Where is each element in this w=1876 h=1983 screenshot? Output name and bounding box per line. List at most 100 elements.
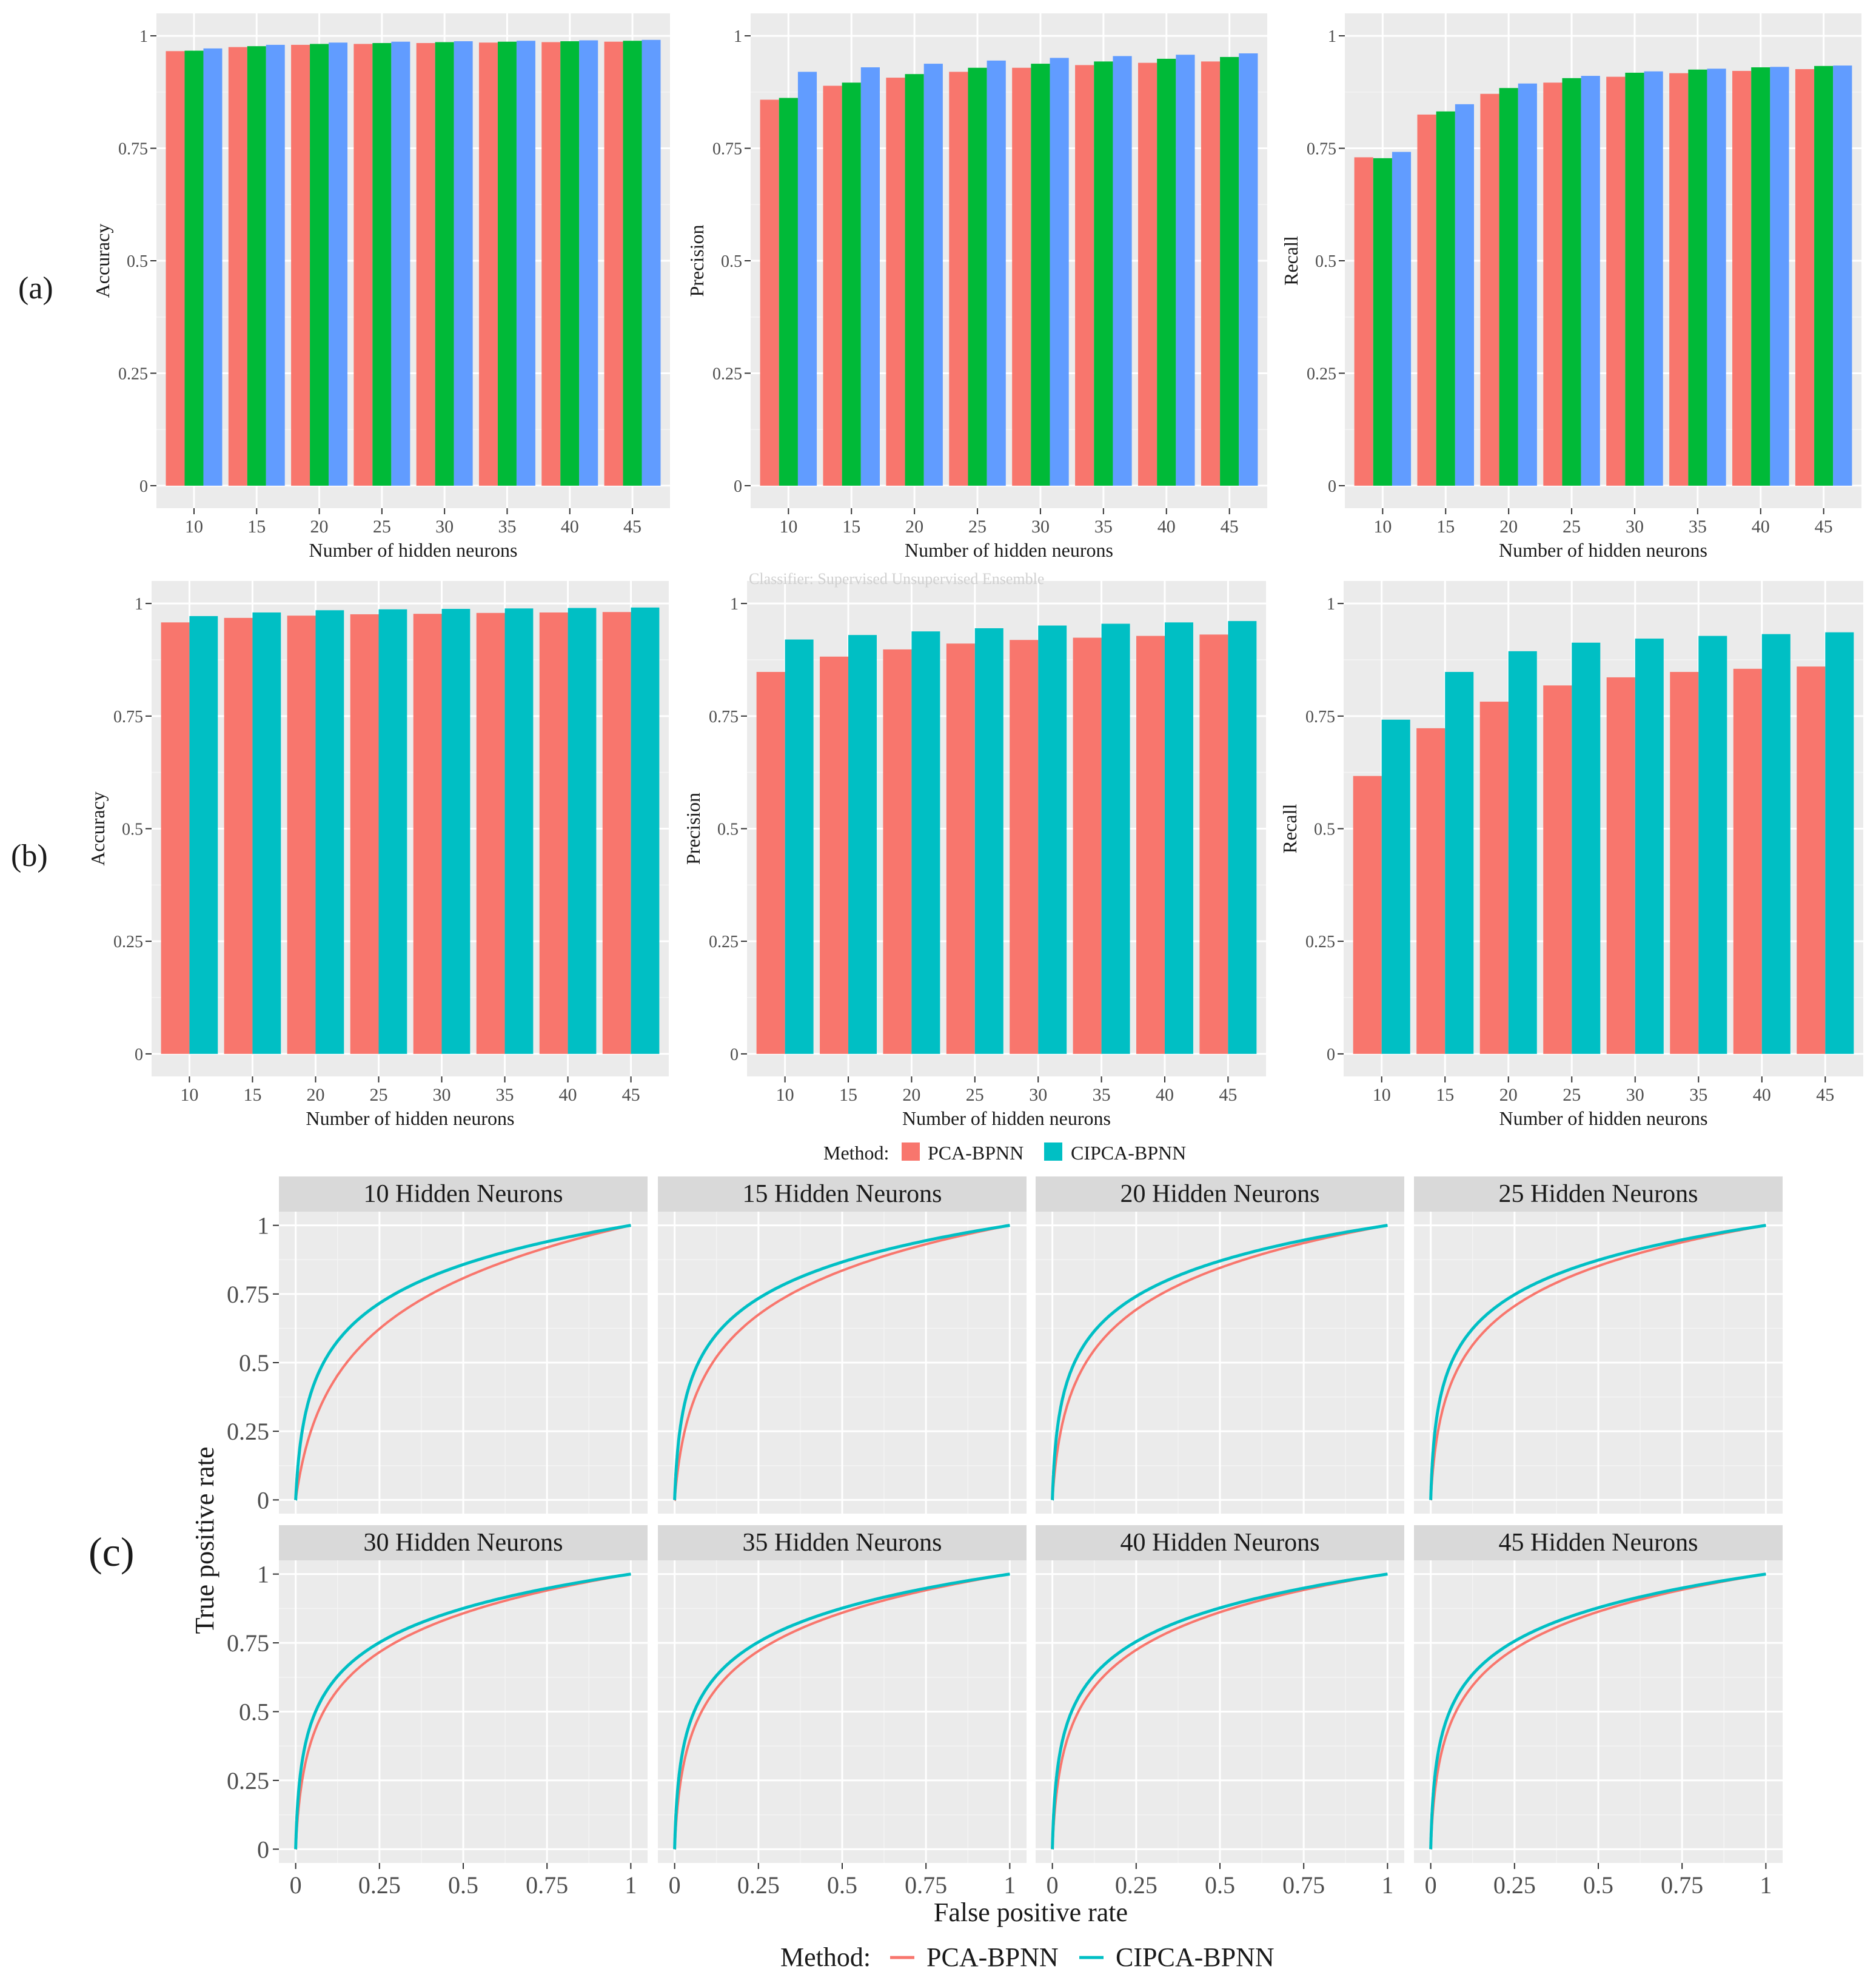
facet-strip [1036, 1525, 1404, 1560]
bar-blue-15 [1455, 104, 1474, 486]
bar-green-10 [184, 50, 204, 486]
bar-blue-25 [987, 60, 1006, 486]
x-tick-label: 10 [776, 1085, 794, 1105]
bar-green-35 [1094, 61, 1113, 486]
bar-pca-bpnn-25 [946, 643, 975, 1054]
x-tick-label: 35 [498, 517, 516, 537]
bar-green-40 [1751, 67, 1770, 486]
x-tick-label: 20 [902, 1085, 920, 1105]
bar-pca-bpnn-15 [224, 617, 253, 1054]
bar-pca-15 [228, 47, 247, 486]
x-tick-label: 40 [1753, 1085, 1771, 1105]
x-tick-label: 1 [1760, 1871, 1772, 1899]
bar-blue-40 [1176, 55, 1195, 486]
y-tick-label: 0.5 [1315, 252, 1336, 271]
bar-cipca-bpnn-25 [378, 609, 407, 1054]
y-tick-label: 0.5 [127, 252, 148, 271]
facet-strip [658, 1176, 1027, 1212]
x-tick-label: 25 [966, 1085, 984, 1105]
bar-pca-bpnn-40 [1136, 636, 1165, 1054]
y-tick-label: 0.75 [118, 140, 148, 159]
y-tick-label: 0.25 [227, 1418, 269, 1445]
x-tick-label: 30 [1029, 1085, 1047, 1105]
y-tick-label: 0 [135, 1045, 143, 1064]
y-axis-title: Precision [686, 224, 708, 297]
roc-curve-cipca-bpnn [294, 1572, 631, 1850]
facet-2: 15 Hidden Neurons [658, 1176, 1027, 1514]
x-tick-label: 20 [306, 1085, 324, 1105]
x-tick-label: 35 [496, 1085, 514, 1105]
bar-pca-35 [1075, 65, 1094, 486]
clipped-legend-a: Classifier: Supervised Unsupervised Ense… [749, 570, 1044, 588]
y-tick-label: 0.5 [239, 1699, 269, 1726]
y-axis-title: Accuracy [87, 791, 109, 866]
bar-pca-20 [291, 44, 310, 486]
roc-curve-cipca-bpnn [1429, 1572, 1766, 1850]
legend-label-pca-bpnn: PCA-BPNN [928, 1142, 1023, 1164]
y-tick-label: 0 [730, 1045, 739, 1064]
y-tick-label: 0.5 [122, 820, 143, 839]
bar-pca-bpnn-20 [1479, 702, 1509, 1054]
y-axis-title: True positive rate [190, 1447, 219, 1634]
bar-green-25 [968, 67, 987, 486]
y-tick-label: 1 [135, 595, 143, 614]
bar-pca-40 [1732, 70, 1752, 486]
bar-blue-30 [1050, 58, 1069, 486]
facet-strip [1036, 1176, 1404, 1212]
x-tick-label: 25 [1563, 1085, 1581, 1105]
bar-blue-35 [1707, 69, 1726, 486]
bar-pca-bpnn-35 [1073, 637, 1102, 1054]
bar-pca-45 [1795, 69, 1815, 486]
bar-cipca-bpnn-10 [1381, 719, 1410, 1054]
y-tick-label: 0.5 [239, 1349, 269, 1377]
y-axis-title: Recall [1279, 804, 1301, 854]
chart-c-roc: 10 Hidden Neurons 0 0.25 0.5 0.75 1 15 Hidden … [190, 1176, 1783, 1927]
bar-cipca-bpnn-20 [911, 631, 940, 1054]
facet-title: 35 Hidden Neurons [743, 1529, 942, 1557]
bar-green-45 [623, 41, 642, 486]
bar-pca-bpnn-20 [287, 616, 316, 1054]
x-tick-label: 10 [180, 1085, 198, 1105]
chart-a-recall: 0 0.25 0.5 0.75 1 10 15 20 25 30 35 40 45 Number of h… [1280, 13, 1861, 561]
y-tick-label: 0.25 [113, 933, 143, 951]
legend-key-pca-bpnn [902, 1142, 920, 1161]
x-tick-label: 1 [1381, 1871, 1393, 1899]
x-axis-title: False positive rate [934, 1897, 1128, 1927]
y-tick-label: 1 [734, 27, 742, 46]
x-tick-label: 15 [247, 517, 266, 537]
bar-blue-40 [579, 40, 598, 486]
bar-pca-30 [416, 42, 435, 486]
x-tick-label: 0.5 [448, 1871, 478, 1899]
chart-b-accuracy: 0 0.25 0.5 0.75 1 10 15 20 25 30 35 40 45 Number of h… [87, 581, 669, 1129]
facet-3: 20 Hidden Neurons [1036, 1176, 1404, 1514]
x-tick-label: 45 [623, 517, 642, 537]
bar-pca-bpnn-10 [756, 672, 785, 1054]
facet-4: 25 Hidden Neurons [1414, 1176, 1783, 1514]
y-axis-title: Recall [1280, 236, 1302, 286]
bar-cipca-bpnn-35 [1698, 636, 1727, 1054]
panel-label-b: (b) [11, 839, 48, 873]
bar-blue-45 [1833, 65, 1852, 486]
bar-cipca-bpnn-25 [1572, 642, 1601, 1054]
y-tick-label: 0.75 [227, 1629, 269, 1657]
bar-blue-15 [860, 67, 880, 486]
legend-label-cipca-bpnn: CIPCA-BPNN [1116, 1942, 1275, 1972]
x-tick-label: 30 [1031, 517, 1050, 537]
bar-pca-bpnn-10 [161, 622, 190, 1054]
bar-green-20 [310, 44, 329, 486]
facet-strip [279, 1176, 648, 1212]
y-tick-label: 1 [1328, 27, 1336, 46]
x-tick-label: 0 [290, 1871, 302, 1899]
legend-method-bars: Method: PCA-BPNN CIPCA-BPNN [823, 1142, 1186, 1164]
y-tick-label: 1 [139, 27, 148, 46]
y-tick-label: 0.25 [1307, 364, 1336, 383]
x-tick-label: 35 [1689, 517, 1707, 537]
bar-blue-35 [1113, 56, 1132, 486]
bar-pca-25 [353, 44, 373, 486]
bar-green-10 [1373, 158, 1392, 486]
x-tick-label: 15 [243, 1085, 261, 1105]
x-tick-label: 0.5 [827, 1871, 857, 1899]
y-tick-label: 0 [734, 477, 742, 496]
x-axis-title: Number of hidden neurons [1499, 1107, 1708, 1129]
